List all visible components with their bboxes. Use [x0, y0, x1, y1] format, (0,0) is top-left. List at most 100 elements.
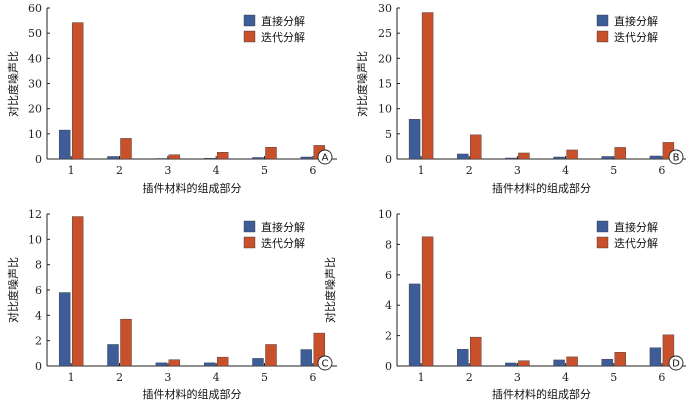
y-tick-label: 8	[35, 259, 42, 272]
bar-iterative	[265, 344, 277, 367]
x-tick-label: 4	[562, 371, 569, 384]
y-tick-label: 2	[385, 330, 392, 343]
x-tick-label: 1	[68, 371, 75, 384]
x-tick-label: 6	[658, 164, 665, 177]
y-tick-label: 0	[35, 153, 42, 166]
x-tick-label: 2	[116, 371, 123, 384]
bar-iterative	[662, 334, 675, 367]
y-tick-label: 30	[378, 2, 392, 15]
bar-direct	[601, 358, 613, 367]
x-tick-label: 3	[164, 164, 171, 177]
panel-tag: A	[322, 153, 329, 164]
x-tick-label: 2	[466, 164, 473, 177]
x-tick-label: 5	[261, 164, 268, 177]
y-tick-label: 8	[385, 238, 392, 251]
legend-entry: 直接分解	[614, 14, 658, 28]
x-axis-title: 插件材料的组成部分	[143, 387, 242, 401]
panel-tag: C	[322, 359, 329, 370]
y-tick-label: 60	[28, 2, 42, 15]
y-tick-label: 30	[28, 78, 42, 91]
legend-entry: 直接分解	[261, 220, 305, 234]
x-tick-label: 4	[213, 371, 220, 384]
panel-tag: B	[673, 153, 680, 164]
bar-iterative	[168, 154, 181, 160]
bar-direct	[58, 129, 71, 160]
y-tick-label: 10	[28, 128, 42, 141]
legend-swatch	[596, 30, 609, 43]
bar-direct	[155, 158, 168, 160]
bar-direct	[457, 153, 469, 160]
legend-swatch	[243, 14, 256, 27]
x-tick-label: 3	[514, 371, 521, 384]
legend-swatch	[596, 236, 609, 249]
bar-direct	[107, 156, 119, 160]
bar-direct	[505, 362, 517, 367]
bar-direct	[58, 292, 71, 367]
bar-direct	[649, 155, 662, 160]
x-tick-label: 3	[164, 371, 171, 384]
bar-iterative	[614, 352, 626, 367]
bar-direct	[203, 158, 216, 160]
bar-direct	[300, 156, 313, 160]
y-tick-label: 15	[378, 78, 392, 91]
bar-iterative	[120, 318, 132, 367]
x-tick-label: 1	[418, 371, 425, 384]
y-axis-title: 对比度噪声比	[6, 51, 20, 117]
bar-iterative	[265, 146, 277, 160]
x-tick-label: 3	[514, 164, 521, 177]
bar-iterative	[120, 138, 132, 160]
panel-tag-circle	[668, 149, 684, 165]
x-tick-label: 1	[418, 164, 425, 177]
legend-entry: 迭代分解	[261, 30, 305, 44]
x-tick-label: 4	[562, 164, 569, 177]
y-axis-title: 对比度噪声比	[355, 51, 369, 117]
legend-swatch	[243, 236, 256, 249]
x-tick-label: 1	[68, 164, 75, 177]
bar-iterative	[421, 12, 434, 160]
y-tick-label: 12	[28, 208, 42, 221]
x-tick-label: 6	[658, 371, 665, 384]
x-tick-label: 2	[466, 371, 473, 384]
bar-direct	[553, 156, 565, 160]
bar-iterative	[614, 147, 626, 160]
bar-iterative	[566, 356, 578, 367]
bar-iterative	[216, 152, 229, 160]
bar-direct	[601, 156, 613, 160]
panel-a: 0 10 20 30 40 50 60 1 2 3 4 5 6 插件材料的组成部分 对比度噪声比 直接分解迭代…	[6, 2, 337, 195]
bar-direct	[252, 157, 264, 160]
legend-entry: 迭代分解	[614, 30, 658, 44]
legend-swatch	[596, 220, 609, 233]
y-tick-label: 4	[385, 299, 392, 312]
legend-swatch	[243, 220, 256, 233]
legend-entry: 直接分解	[261, 14, 305, 28]
bar-iterative	[470, 336, 482, 367]
x-tick-label: 6	[309, 371, 316, 384]
legend-entry: 直接分解	[614, 220, 658, 234]
y-tick-label: 6	[35, 284, 42, 297]
bar-iterative	[518, 152, 530, 160]
panel-b: 0 5 10 15 20 25 30 1 2 3 4 5 6 插件材料的组成部分 对比度噪声比 直接分解迭代分…	[355, 2, 686, 195]
bar-direct	[649, 347, 662, 367]
bar-direct	[505, 157, 517, 160]
x-tick-label: 2	[116, 164, 123, 177]
bar-iterative	[216, 356, 229, 367]
x-tick-label: 5	[610, 371, 617, 384]
panel-tag-circle	[317, 149, 333, 165]
y-axis-title: 对比度噪声比	[6, 257, 20, 323]
bar-iterative	[518, 360, 530, 367]
bar-iterative	[421, 236, 434, 367]
bar-direct	[300, 349, 313, 367]
legend-swatch	[243, 30, 256, 43]
x-axis-title: 插件材料的组成部分	[492, 181, 591, 195]
panel-tag: D	[672, 359, 680, 370]
legend-entry: 迭代分解	[614, 236, 658, 250]
y-tick-label: 0	[35, 360, 42, 373]
bar-iterative	[71, 216, 84, 367]
bar-direct	[203, 362, 216, 367]
y-tick-label: 20	[28, 103, 42, 116]
bar-direct	[553, 359, 565, 367]
legend-entry: 迭代分解	[261, 236, 305, 250]
y-tick-label: 2	[35, 335, 42, 348]
y-axis-title: 对比度噪声比	[323, 257, 337, 323]
